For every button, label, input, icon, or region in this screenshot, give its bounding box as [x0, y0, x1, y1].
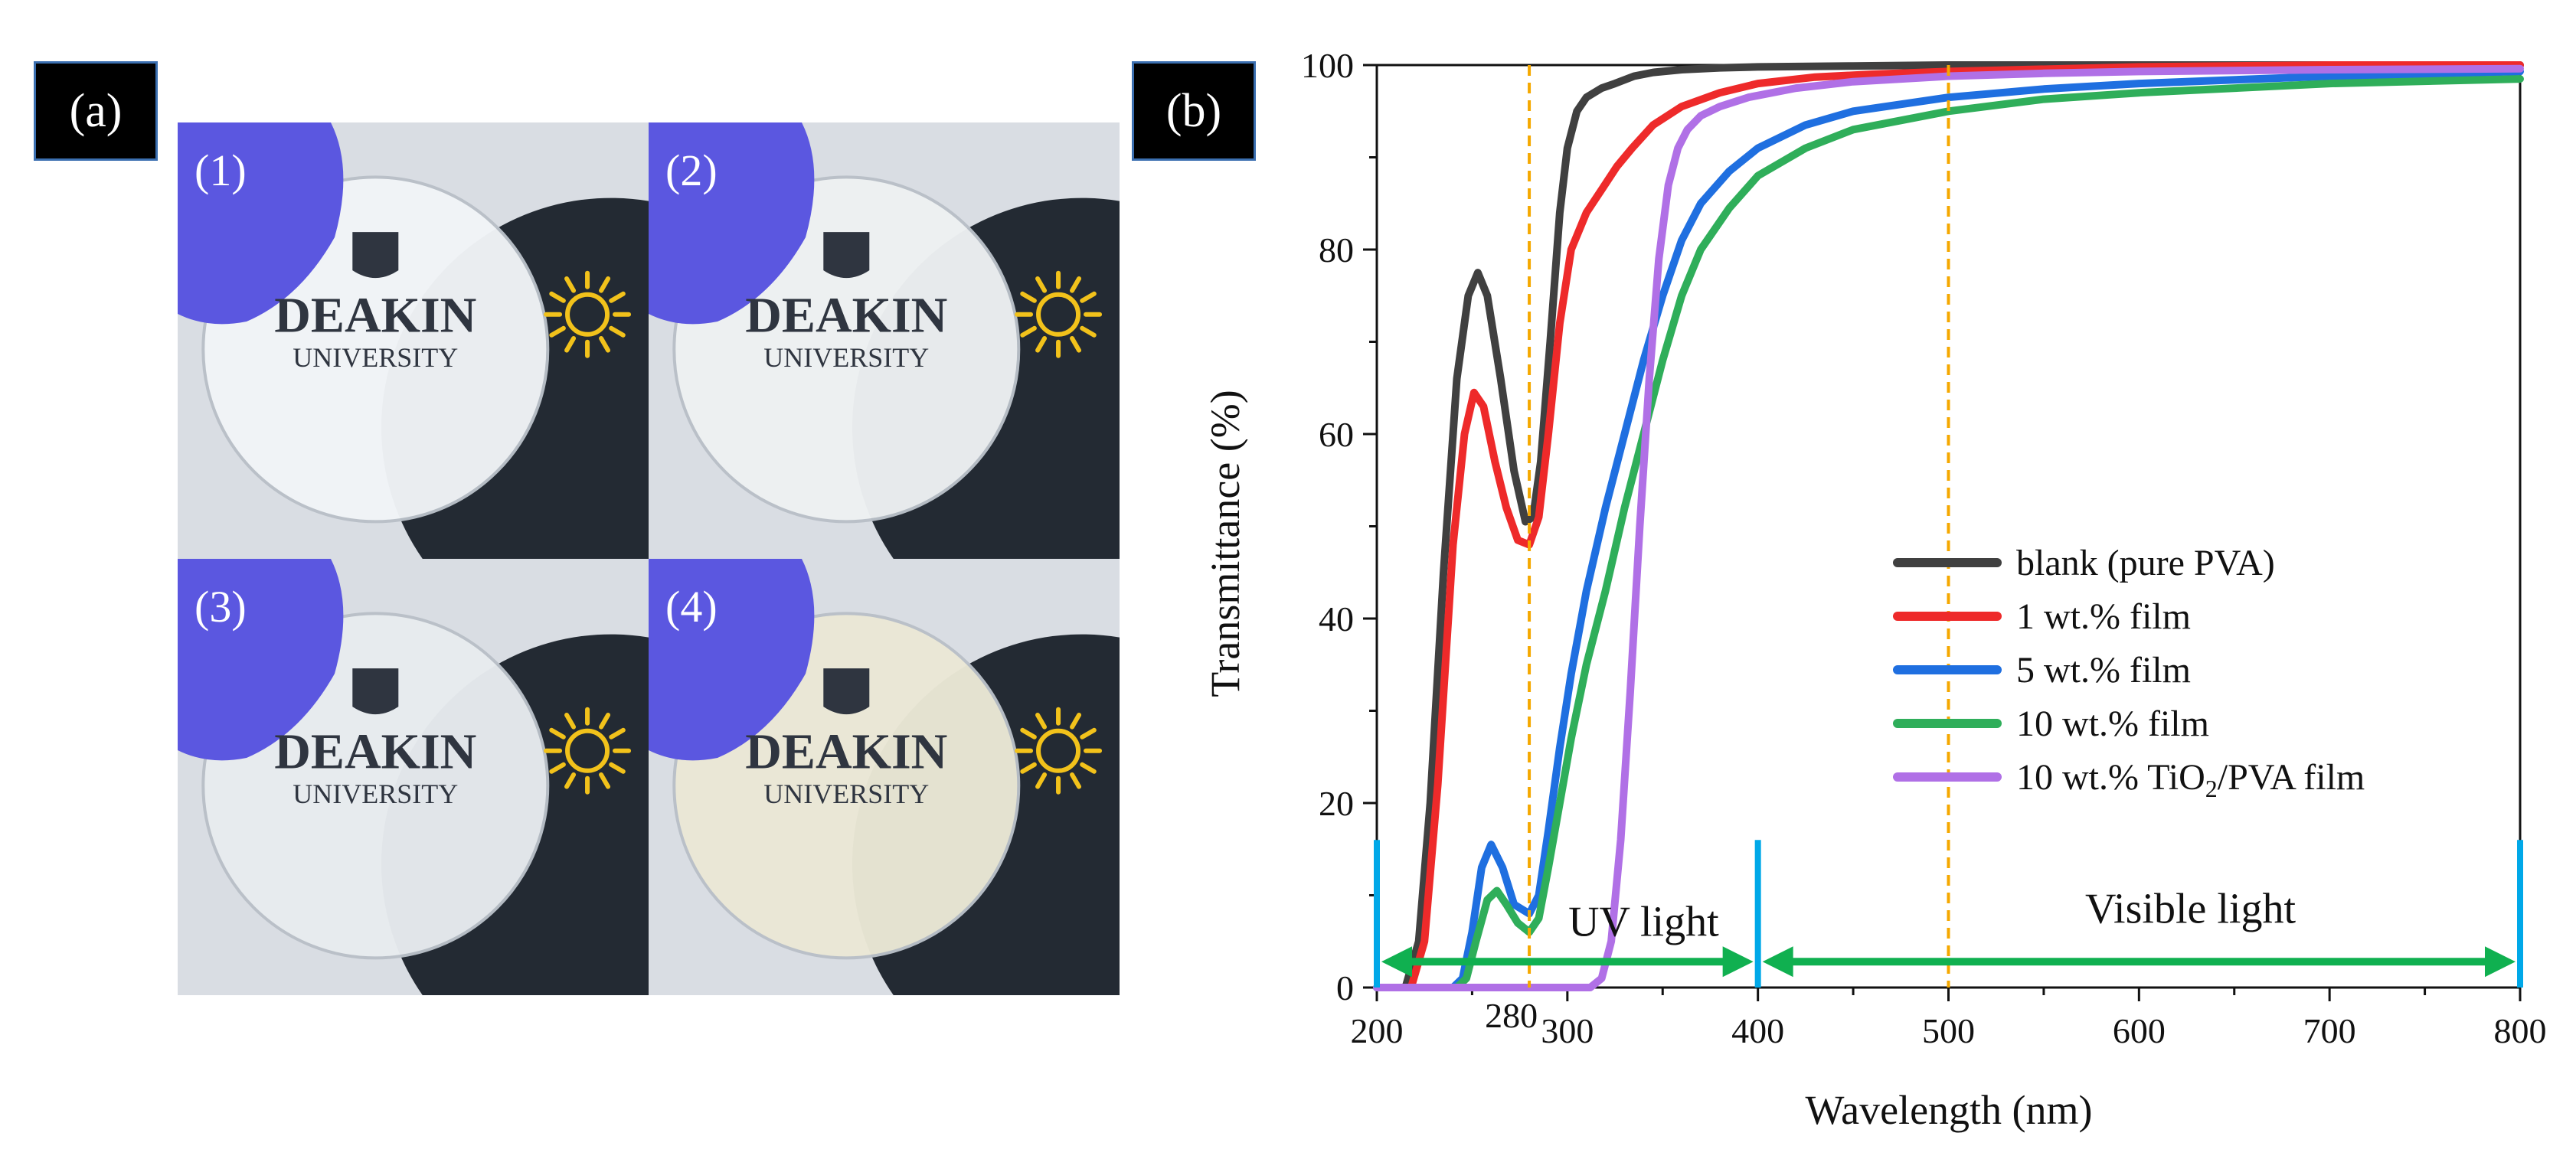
panel-a-tag: (a)	[34, 61, 158, 161]
series-line	[1373, 64, 2524, 991]
sun-icon	[544, 270, 632, 358]
logo-deakin: DEAKIN	[274, 724, 476, 780]
x-tick-label: 700	[2303, 1011, 2356, 1050]
shield-icon	[823, 232, 870, 279]
y-tick-label: 20	[1319, 784, 1354, 823]
sun-icon	[1015, 270, 1103, 358]
photo-label: (1)	[195, 145, 247, 195]
series-line	[1373, 61, 2524, 991]
legend-label: 1 wt.% film	[2016, 596, 2191, 637]
sun-icon	[1015, 707, 1103, 795]
photo-label: (4)	[665, 582, 718, 632]
shield-icon	[352, 668, 399, 715]
y-tick-label: 100	[1301, 46, 1354, 85]
shield-icon	[823, 668, 870, 715]
series-line	[1373, 61, 2524, 991]
legend-label: 10 wt.% film	[2016, 704, 2209, 744]
x-tick-label: 200	[1351, 1011, 1404, 1050]
photo-label: (3)	[195, 582, 247, 632]
sun-icon	[544, 707, 632, 795]
series-line	[1373, 75, 2524, 991]
legend-label: 5 wt.% film	[2016, 650, 2191, 691]
visible-range-arrow	[1762, 946, 2516, 978]
marker-280-label: 280	[1485, 996, 1538, 1035]
y-tick-label: 60	[1319, 415, 1354, 454]
y-tick-label: 80	[1319, 230, 1354, 269]
chart-series	[1373, 61, 2524, 991]
film-photos-svg: DEAKINUNIVERSITY(1)DEAKINUNIVERSITY(2)DE…	[178, 122, 1120, 995]
panel-b-tag: (b)	[1132, 61, 1256, 161]
logo-deakin: DEAKIN	[745, 288, 947, 344]
logo-university: UNIVERSITY	[763, 342, 929, 373]
chart-legend: blank (pure PVA) 1 wt.% film 5 wt.% film 10…	[1893, 543, 2365, 802]
x-tick-label: 800	[2494, 1011, 2547, 1050]
visible-light-label: Visible light	[2085, 886, 2296, 933]
glove	[178, 559, 344, 761]
shield-icon	[352, 232, 399, 279]
glove	[649, 122, 815, 325]
logo-deakin: DEAKIN	[745, 724, 947, 780]
y-tick-label: 0	[1336, 968, 1354, 1007]
x-axis-label: Wavelength (nm)	[1805, 1087, 2092, 1133]
logo-university: UNIVERSITY	[763, 779, 929, 809]
logo-university: UNIVERSITY	[293, 779, 458, 809]
x-tick-label: 500	[1922, 1011, 1975, 1050]
x-tick-label: 400	[1731, 1011, 1784, 1050]
y-tick-label: 40	[1319, 599, 1354, 638]
y-axis-label: Transmittance (%)	[1202, 390, 1248, 697]
uv-range-arrow	[1381, 946, 1754, 978]
photo-label: (2)	[665, 145, 718, 195]
legend-label: blank (pure PVA)	[2016, 543, 2275, 583]
glove	[649, 559, 815, 761]
logo-university: UNIVERSITY	[293, 342, 458, 373]
glove	[178, 122, 344, 325]
logo-deakin: DEAKIN	[274, 288, 476, 344]
legend-label: 10 wt.% TiO2/PVA film	[2016, 757, 2365, 802]
x-tick-label: 300	[1541, 1011, 1594, 1050]
chart-annotations: 280 UV light Visible light	[1374, 65, 2523, 1035]
x-tick-label: 600	[2113, 1011, 2166, 1050]
series-line	[1373, 67, 2524, 991]
uv-light-label: UV light	[1568, 899, 1719, 946]
film-photo-grid: DEAKIN UNIVERSITY (1) DEAKIN UNIVERSITY (2) DE…	[178, 122, 1120, 995]
